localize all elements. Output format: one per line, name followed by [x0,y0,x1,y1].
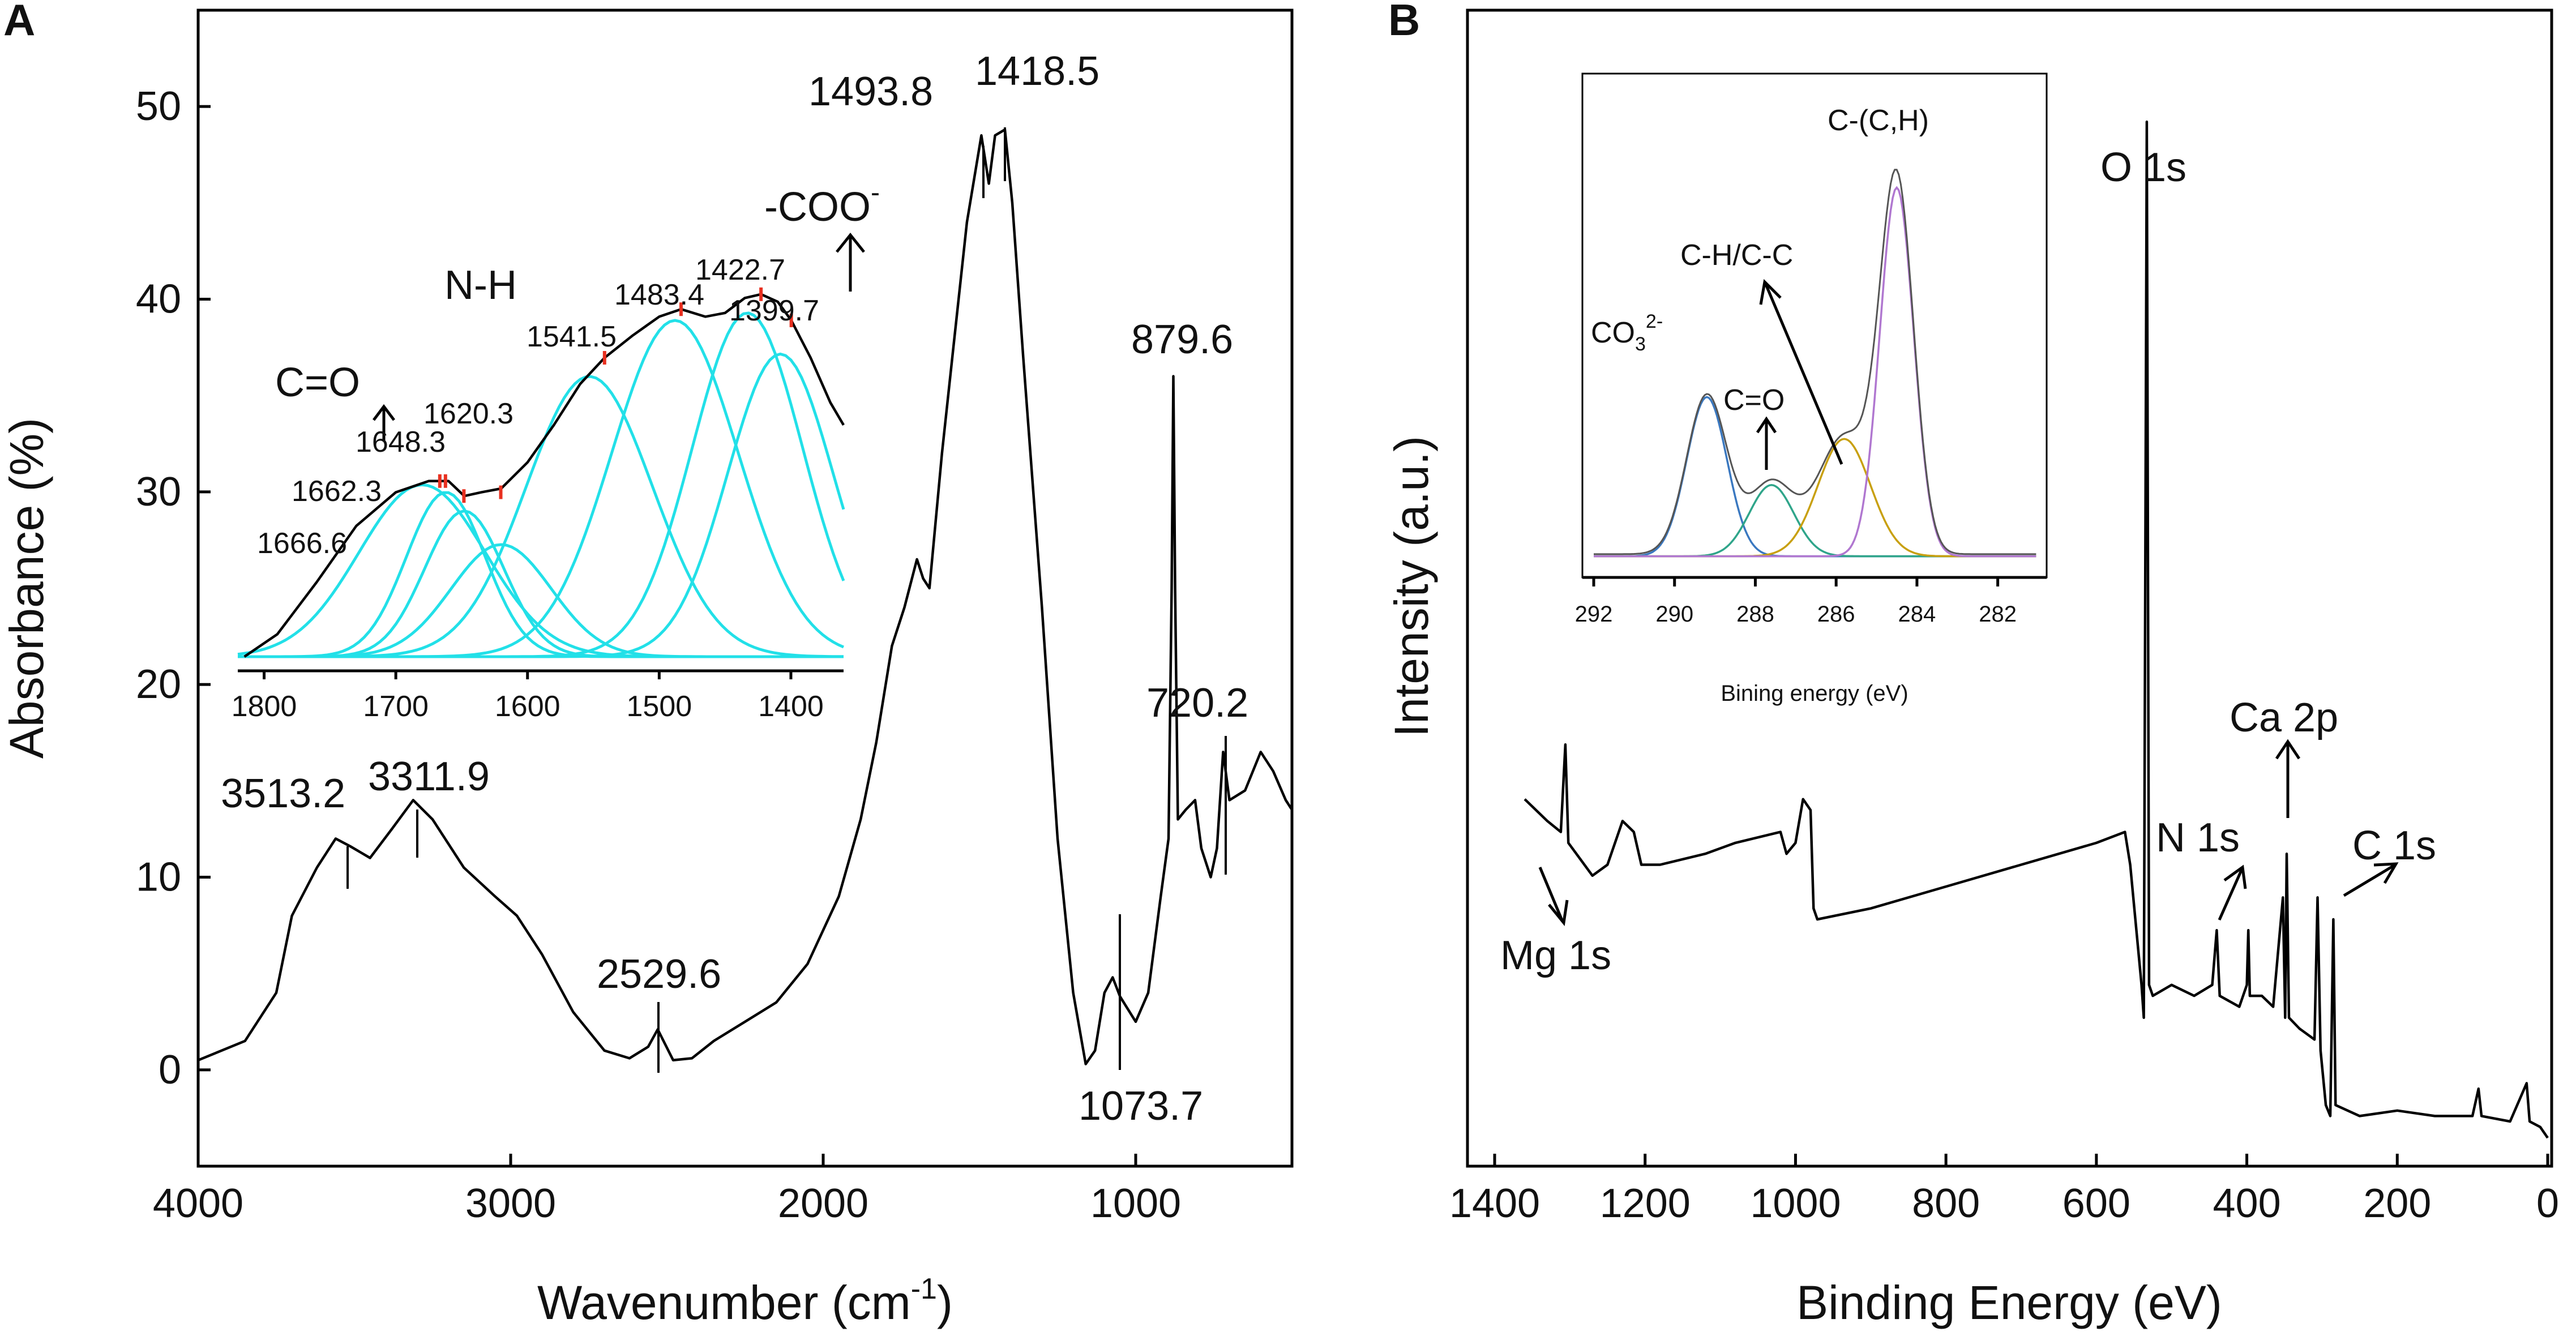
panel-b-x-tick-label: 1200 [1600,1181,1691,1226]
panel-b-x-tick-label: 1400 [1449,1181,1540,1226]
inset-a-envelope [243,293,845,658]
group-label-coo: -COO- [764,178,880,230]
inset-a-peak-label-1422: 1422.7 [695,254,785,286]
inset-a-x-tick-label: 1800 [232,690,297,723]
panel-a-y-tick-label: 20 [136,662,181,707]
inset-a-peak-label-1483: 1483.4 [614,279,704,311]
inset-b-arrow-co-head [1756,416,1777,434]
arrow-mg1s-head [1548,900,1569,926]
panel-b-x-tick-label: 400 [2213,1181,2281,1226]
inset-b-arrow-chcc [1764,282,1843,465]
peak-label-720: 720.2 [1146,680,1248,726]
inset-a-peak-label-1399: 1399.7 [729,294,819,327]
inset-a-peak-label-1662: 1662.3 [292,475,382,508]
panel-b-x-tick-label: 200 [2363,1181,2431,1226]
panel-a-x-axis-title: Wavenumber (cm-1) [537,1273,953,1329]
peak-label-1073: 1073.7 [1079,1084,1203,1129]
ftir-spectrum-line [198,128,1293,1065]
arrow-c1s [2343,863,2396,897]
inset-b-label-co3: CO32- [1591,311,1663,355]
panel-a-inset: 1800 1700 1600 1500 1400 C=O N-H 1666.6 1662… [232,254,845,723]
panel-b-x-axis-title: Binding Energy (eV) [1796,1276,2222,1329]
panel-b-inset: 292 290 288 286 284 282 C-(C,H) C-H/C-C C=O C… [1575,72,2048,706]
peak-label-1418: 1418.5 [975,49,1099,94]
arrow-n1s [2218,868,2244,921]
inset-a-x-tick-label: 1700 [363,690,429,723]
peak-label-1493: 1493.8 [808,69,933,114]
panel-a-x-tick-label: 1000 [1090,1181,1181,1226]
panel-a-y-tick-label: 50 [136,84,181,129]
inset-a-fitted-peak [238,352,845,658]
inset-a-x-ticks: 1800 1700 1600 1500 1400 [232,671,824,723]
inset-b-x-tick-label: 290 [1655,602,1693,627]
inset-b-label-co: C=O [1723,384,1785,417]
panel-a-y-ticks: 0 10 20 30 40 50 [136,84,211,1093]
arrow-ca2p-head [2275,739,2301,760]
inset-a-label-co: C=O [275,360,360,405]
panel-a-x-ticks: 4000 3000 2000 1000 [153,1154,1181,1226]
inset-a-peak-label-1648: 1648.3 [356,426,446,459]
inset-b-x-tick-label: 288 [1736,602,1774,627]
panel-a-ftir: A 4000 3000 2000 1000 0 10 20 30 40 50 3513.2 33… [0,0,1294,1329]
panel-b-y-axis-title: Intensity (a.u.) [1385,436,1438,737]
inset-b-x-tick-label: 292 [1575,602,1613,627]
panel-a-y-tick-label: 40 [136,277,181,322]
inset-a-peak-label-1541: 1541.5 [527,320,617,353]
inset-a-peak-markers [438,287,793,503]
panel-a-x-tick-label: 4000 [153,1181,243,1226]
inset-a-label-nh: N-H [444,263,517,308]
inset-a-fitted-peaks [237,311,845,658]
xps-spectrum-line [1524,120,2549,1139]
inset-b-x-axis-title: Bining energy (eV) [1721,681,1908,706]
inset-a-x-tick-label: 1400 [758,690,824,723]
panel-b-xps: B 1400 1200 1000 800 600 400 200 0 O 1s Ca 2p N… [1385,0,2559,1329]
peak-label-n1s: N 1s [2156,815,2240,860]
panel-a-y-tick-label: 0 [159,1047,181,1093]
peak-label-879: 879.6 [1131,317,1233,362]
inset-a-arrow-co-head [373,404,395,421]
arrow-mg1s [1538,867,1564,922]
arrow-coo-head [836,232,865,253]
panel-letter-b: B [1388,0,1420,45]
panel-a-y-axis-title: Absorbance (%) [0,418,53,759]
panel-a-x-tick-label: 2000 [778,1181,868,1226]
inset-b-component [1594,186,2036,558]
peak-label-mg1s: Mg 1s [1500,933,1611,978]
peak-label-3513: 3513.2 [221,771,345,816]
panel-a-x-tick-label: 3000 [465,1181,556,1226]
inset-b-label-chcc: C-H/C-C [1680,239,1793,272]
inset-b-fitted-components [1594,186,2036,558]
inset-b-x-tick-label: 282 [1979,602,2017,627]
panel-a-y-tick-label: 30 [136,469,181,515]
peak-label-2529: 2529.6 [597,952,721,997]
peak-label-3311: 3311.9 [368,754,490,799]
inset-a-x-tick-label: 1600 [495,690,560,723]
panel-b-x-tick-label: 600 [2062,1181,2130,1226]
panel-b-x-tick-label: 1000 [1750,1181,1841,1226]
inset-a-peak-label-1666: 1666.6 [257,527,347,560]
inset-b-x-ticks: 292 290 288 286 284 282 [1575,577,2017,627]
peak-label-c1s: C 1s [2352,823,2436,868]
inset-a-x-tick-label: 1500 [627,690,692,723]
peak-label-ca2p: Ca 2p [2230,695,2338,740]
arrow-c1s-head [2373,862,2399,884]
panel-a-y-tick-label: 10 [136,855,181,900]
panel-b-x-ticks: 1400 1200 1000 800 600 400 200 0 [1449,1154,2559,1226]
panel-letter-a: A [3,0,35,45]
inset-b-x-tick-label: 286 [1817,602,1855,627]
inset-a-peak-label-1620: 1620.3 [423,397,514,430]
arrow-n1s-head [2223,864,2247,889]
panel-b-plot-frame [1466,8,2553,1168]
inset-b-arrow-chcc-head [1759,279,1782,305]
panel-b-x-tick-label: 0 [2536,1181,2559,1226]
panel-b-x-tick-label: 800 [1912,1181,1980,1226]
inset-b-envelope [1594,169,2036,555]
inset-b-label-cch: C-(C,H) [1828,104,1929,137]
inset-b-x-tick-label: 284 [1898,602,1936,627]
panel-a-plot-frame [196,8,1294,1168]
peak-label-o1s: O 1s [2100,145,2186,190]
